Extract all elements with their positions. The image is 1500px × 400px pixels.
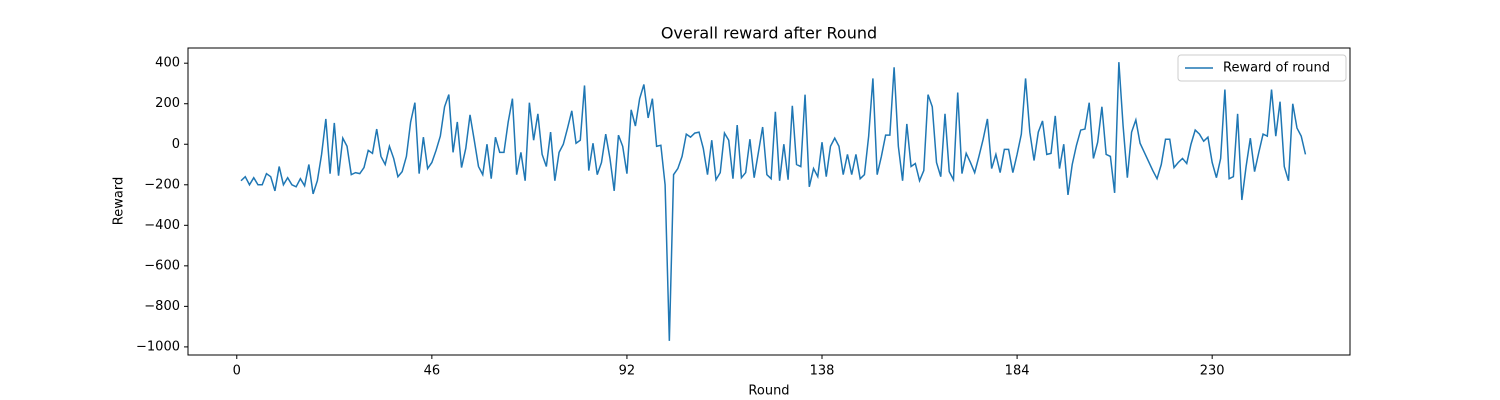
y-tick-label: 200 [155,96,180,111]
legend-label: Reward of round [1223,61,1330,76]
y-tick-label: −1000 [136,339,180,354]
x-tick-label: 46 [424,364,441,379]
y-tick-label: −200 [144,177,180,192]
chart-title: Overall reward after Round [661,24,877,43]
x-axis-label: Round [748,384,789,399]
legend-box [1177,54,1347,82]
x-tick-label: 0 [233,364,241,379]
x-tick-label: 92 [619,364,636,379]
x-tick-label: 138 [810,364,835,379]
y-tick-label: −800 [144,299,180,314]
y-tick-label: −400 [144,218,180,233]
y-tick-label: 400 [155,56,180,71]
y-tick-label: 0 [172,137,180,152]
plot-frame [187,47,1351,356]
x-tick-label: 184 [1005,364,1030,379]
data-line [240,62,1307,341]
y-axis-label: Reward [112,177,127,225]
x-tick-label: 230 [1200,364,1225,379]
y-tick-label: −600 [144,258,180,273]
